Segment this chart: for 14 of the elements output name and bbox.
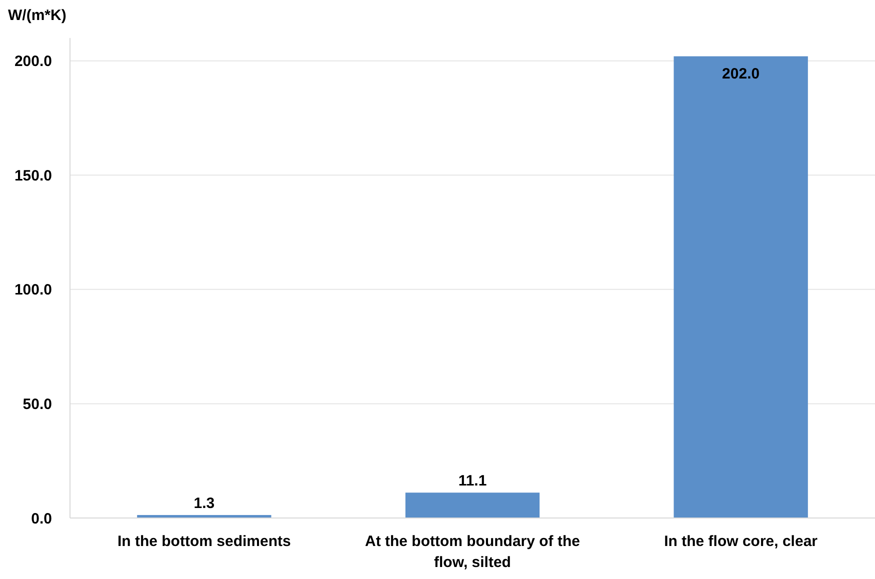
x-tick-label: In the flow core, clear — [664, 533, 818, 550]
y-tick-label: 50.0 — [22, 396, 52, 413]
bar — [674, 56, 808, 518]
y-tick-label: 100.0 — [14, 282, 52, 299]
x-tick-label: In the bottom sediments — [117, 533, 291, 550]
data-label: 11.1 — [458, 472, 487, 490]
x-tick-label: At the bottom boundary of the flow, silted — [365, 533, 580, 571]
data-label: 202.0 — [722, 65, 760, 82]
y-axis-title: W/(m*K) — [8, 7, 66, 24]
data-label: 1.3 — [194, 495, 215, 512]
y-tick-label: 150.0 — [14, 167, 52, 184]
bar — [405, 492, 540, 518]
y-tick-label: 200.0 — [14, 53, 52, 70]
y-tick-label: 0.0 — [31, 510, 52, 528]
